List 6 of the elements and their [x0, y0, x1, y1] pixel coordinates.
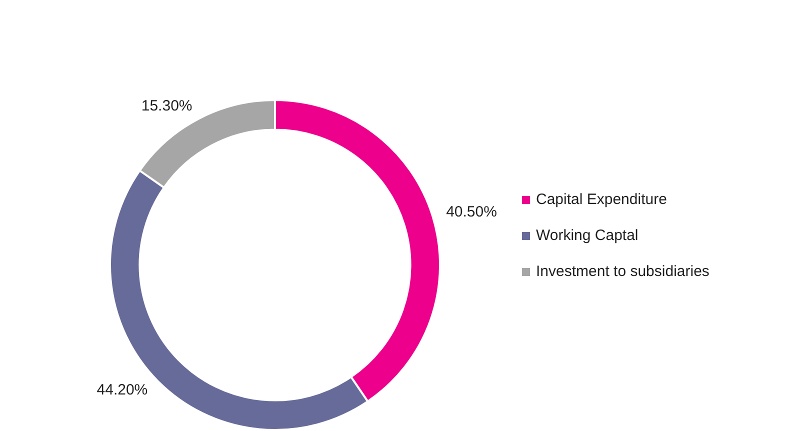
data-label: 15.30%	[141, 97, 192, 114]
data-label: 44.20%	[96, 382, 148, 399]
legend-label: Investment to subsidiaries	[536, 262, 710, 280]
legend-label: Working Captal	[536, 226, 638, 244]
legend-label: Capital Expenditure	[536, 190, 667, 208]
data-label: 40.50%	[446, 203, 497, 220]
